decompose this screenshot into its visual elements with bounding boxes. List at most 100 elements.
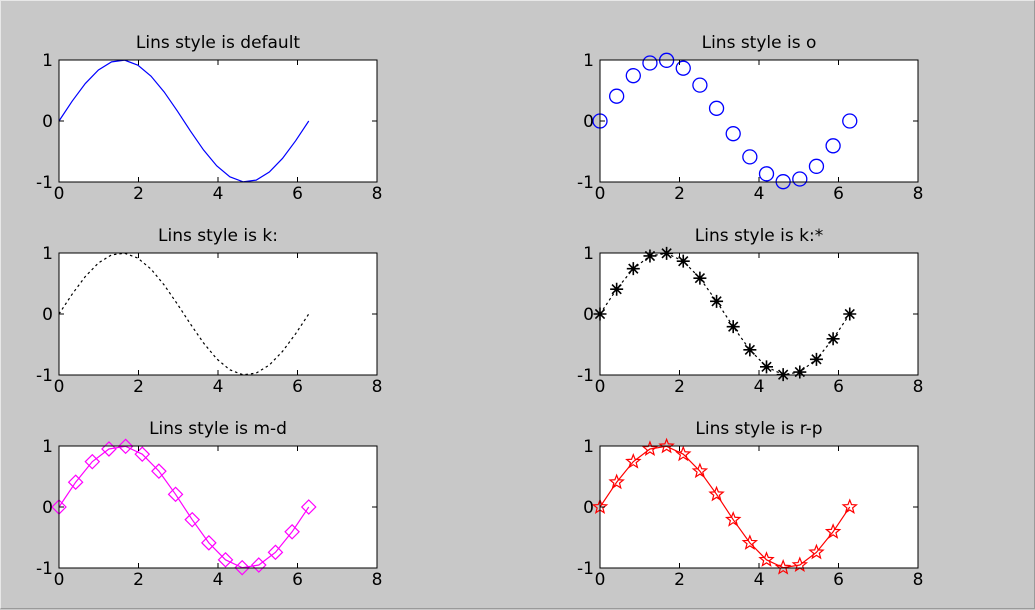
data-point-marker [708,485,725,502]
data-point-marker [641,440,659,457]
data-point-marker [708,100,725,116]
y-tick-label: 0 [583,498,594,518]
subplot-2: Lins style is o0 2 4 6 810-1 [577,33,923,204]
y-tick-label: 1 [42,244,53,264]
x-tick-label: 2 [133,377,144,397]
x-tick-label: 6 [292,184,303,204]
y-tick-label: -1 [577,366,594,386]
y-tick-label: -1 [577,559,594,579]
data-point-marker [101,441,117,457]
axes-background [59,253,377,375]
data-point-marker [250,557,267,573]
x-tick-label: 0 [595,570,606,590]
x-tick-label: 0 [595,184,606,204]
data-point-marker [742,149,758,165]
data-point-marker [843,307,857,321]
y-tick-label: 0 [583,305,594,325]
data-point-marker [675,60,691,76]
data-point-marker [808,543,825,560]
data-point-marker [824,523,842,539]
data-point-marker [825,138,841,154]
data-point-marker [808,158,825,174]
y-tick-label: 0 [42,498,53,518]
subplot-title: Lins style is default [136,33,301,53]
data-point-marker [625,453,642,469]
subplot-title: Lins style is o [702,33,817,53]
subplot-6: Lins style is r-p0 2 4 6 810-1 [577,419,923,590]
axes-background [600,60,918,182]
x-tick-label: 6 [292,570,303,590]
y-tick-label: -1 [36,366,53,386]
y-tick-label: 1 [42,51,53,71]
subplot-4: Lins style is k:*0 2 4 6 810-1 [577,226,923,397]
x-tick-label: 4 [213,184,224,204]
x-tick-label: 2 [674,570,685,590]
series-line [58,59,310,183]
data-point-marker [608,473,625,490]
axes-background [59,446,377,568]
x-tick-label: 4 [754,184,765,204]
data-point-marker [676,254,690,268]
data-point-marker [691,462,709,479]
data-point-marker [725,126,741,142]
data-point-marker [826,332,840,346]
x-tick-label: 0 [595,377,606,397]
y-tick-label: 0 [42,112,53,132]
x-tick-label: 2 [133,570,144,590]
y-tick-label: -1 [577,173,594,193]
data-point-marker [217,551,234,568]
subplot-5: Lins style is m-d0 2 4 6 810-1 [36,419,382,590]
x-tick-label: 4 [213,377,224,397]
data-point-marker [760,360,774,374]
x-tick-label: 6 [833,570,844,590]
data-point-marker [724,511,742,527]
y-tick-label: 1 [583,244,594,264]
subplot-3: Lins style is k:0 2 4 6 810-1 [36,226,382,397]
x-tick-label: 8 [372,184,383,204]
x-tick-label: 2 [674,377,685,397]
data-point-marker [675,445,692,462]
x-tick-label: 8 [913,377,924,397]
x-tick-label: 8 [372,570,383,590]
data-point-marker [234,559,251,576]
data-point-marker [842,113,858,129]
data-point-marker [300,499,317,515]
data-point-marker [117,438,134,455]
data-point-marker [610,282,624,296]
data-point-marker [774,558,792,575]
y-tick-label: 0 [42,305,53,325]
series-line [599,445,851,569]
data-point-marker [625,68,641,84]
data-point-marker [758,551,775,567]
x-tick-label: 4 [754,570,765,590]
subplot-title: Lins style is k:* [695,226,823,246]
data-point-marker [793,365,807,379]
data-point-marker [741,534,759,550]
subplot-title: Lins style is r-p [695,419,822,439]
x-tick-label: 8 [913,184,924,204]
data-point-marker [710,294,724,308]
x-tick-label: 4 [213,570,224,590]
data-point-marker [841,498,858,515]
series-line [58,445,310,569]
data-point-marker [151,463,167,479]
subplot-title: Lins style is k: [158,226,278,246]
y-tick-label: 1 [42,437,53,457]
data-point-marker [726,320,740,334]
data-point-marker [134,446,151,463]
data-point-marker [167,486,184,503]
x-tick-label: 8 [913,570,924,590]
data-point-marker [658,437,675,454]
data-point-marker [609,88,625,104]
series-line [58,252,310,376]
data-point-marker [743,343,757,357]
y-tick-label: 0 [583,112,594,132]
data-point-marker [693,271,707,285]
series-line [599,252,851,376]
data-point-marker [792,171,808,187]
data-point-marker [758,166,775,182]
data-point-marker [642,55,658,71]
